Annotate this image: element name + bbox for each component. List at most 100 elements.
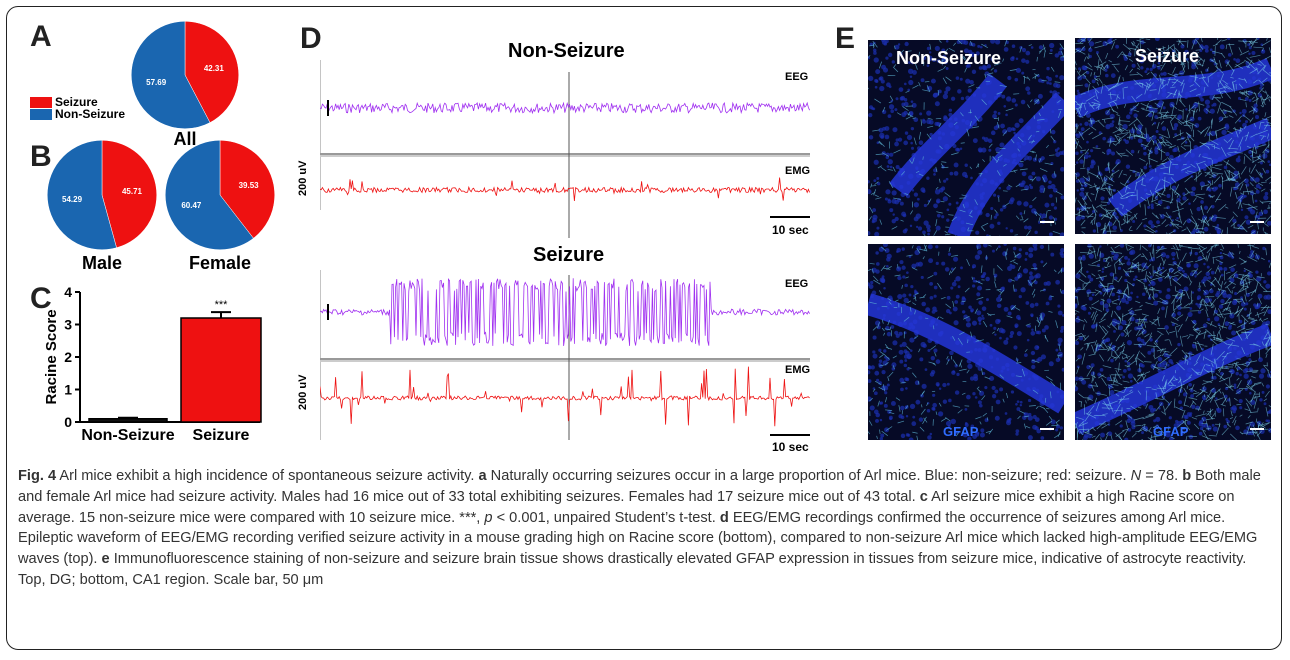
astrocyte-process bbox=[1209, 387, 1215, 392]
astrocyte-process bbox=[1114, 351, 1120, 359]
astrocyte-process bbox=[1176, 251, 1179, 260]
nucleus-dot bbox=[1166, 193, 1171, 198]
astrocyte-process bbox=[944, 192, 951, 198]
astrocyte-process bbox=[1137, 62, 1141, 68]
astrocyte-process bbox=[1231, 252, 1235, 255]
astrocyte-process bbox=[1245, 330, 1253, 339]
nucleus-dot bbox=[949, 350, 954, 356]
nucleus-dot bbox=[888, 104, 895, 110]
astrocyte-process bbox=[948, 247, 951, 252]
astrocyte-process bbox=[1075, 382, 1078, 388]
nucleus-dot bbox=[970, 52, 976, 58]
nucleus-dot bbox=[1266, 271, 1271, 276]
astrocyte-process bbox=[1225, 301, 1232, 311]
astrocyte-process bbox=[924, 317, 929, 320]
astrocyte-process bbox=[1185, 316, 1189, 322]
astrocyte-process bbox=[1207, 180, 1212, 185]
nucleus-dot bbox=[927, 232, 930, 236]
nucleus-dot bbox=[1075, 385, 1079, 392]
astrocyte-process bbox=[1177, 121, 1183, 125]
astrocyte-process bbox=[1264, 55, 1271, 60]
nucleus-dot bbox=[1258, 357, 1263, 363]
astrocyte-process bbox=[1223, 85, 1230, 90]
astrocyte-process bbox=[996, 327, 1000, 331]
astrocyte-process bbox=[1164, 381, 1167, 388]
nucleus-dot bbox=[1027, 91, 1031, 95]
nucleus-dot bbox=[981, 314, 984, 318]
nucleus-dot bbox=[1185, 108, 1188, 111]
caption-intro: Arl mice exhibit a high incidence of spo… bbox=[56, 468, 479, 484]
nucleus-dot bbox=[1112, 225, 1118, 231]
astrocyte-process bbox=[1161, 257, 1165, 264]
nucleus-dot bbox=[1265, 419, 1269, 423]
nucleus-dot bbox=[1106, 298, 1112, 304]
astrocyte-process bbox=[1091, 435, 1096, 438]
astrocyte-process bbox=[1215, 97, 1221, 103]
astrocyte-process bbox=[1253, 381, 1262, 385]
astrocyte-process bbox=[1134, 309, 1142, 311]
astrocyte-process bbox=[996, 265, 1003, 271]
astrocyte-process bbox=[1264, 96, 1271, 101]
astrocyte-process bbox=[1124, 184, 1128, 193]
astrocyte-process bbox=[1239, 431, 1243, 435]
astrocyte-process bbox=[1140, 38, 1146, 40]
astrocyte-process bbox=[1164, 386, 1173, 394]
nucleus-dot bbox=[975, 51, 980, 56]
nucleus-dot bbox=[901, 341, 907, 347]
nucleus-dot bbox=[1190, 394, 1194, 398]
astrocyte-process bbox=[1058, 343, 1061, 351]
astrocyte-process bbox=[1264, 112, 1267, 117]
nucleus-dot bbox=[919, 357, 924, 362]
astrocyte-process bbox=[1098, 374, 1104, 379]
astrocyte-process bbox=[1076, 267, 1083, 275]
astrocyte-process bbox=[1094, 433, 1100, 440]
astrocyte-process bbox=[1025, 323, 1031, 326]
nucleus-dot bbox=[887, 159, 893, 165]
astrocyte-process bbox=[1207, 413, 1214, 420]
nucleus-dot bbox=[1025, 50, 1031, 56]
nucleus-dot bbox=[933, 173, 936, 176]
nucleus-dot bbox=[909, 75, 913, 79]
astrocyte-process bbox=[1251, 106, 1258, 113]
nucleus-dot bbox=[1039, 184, 1045, 191]
nucleus-dot bbox=[889, 165, 893, 169]
nucleus-dot bbox=[1121, 320, 1127, 326]
nucleus-dot bbox=[926, 224, 931, 230]
astrocyte-process bbox=[1227, 344, 1240, 347]
nucleus-dot bbox=[1032, 424, 1038, 430]
astrocyte-process bbox=[1157, 112, 1170, 114]
astrocyte-process bbox=[1113, 380, 1123, 386]
astrocyte-process bbox=[1102, 151, 1106, 155]
nucleus-dot bbox=[1077, 354, 1083, 360]
astrocyte-process bbox=[901, 285, 903, 289]
nucleus-dot bbox=[997, 245, 1001, 249]
astrocyte-process bbox=[905, 90, 910, 93]
nucleus-dot bbox=[945, 86, 951, 92]
astrocyte-process bbox=[1265, 248, 1267, 256]
astrocyte-process bbox=[996, 151, 1000, 154]
nucleus-dot bbox=[1177, 311, 1182, 316]
astrocyte-process bbox=[1035, 211, 1041, 216]
astrocyte-process bbox=[1116, 114, 1120, 117]
astrocyte-process bbox=[1216, 291, 1225, 300]
astrocyte-process bbox=[1094, 45, 1105, 49]
eeg-trace-non-seizure bbox=[320, 101, 810, 115]
astrocyte-process bbox=[1014, 252, 1021, 258]
bar-y-tick-label: 1 bbox=[64, 382, 72, 398]
astrocyte-process bbox=[1135, 354, 1138, 366]
astrocyte-process bbox=[1184, 175, 1192, 183]
nucleus-dot bbox=[1097, 372, 1102, 377]
astrocyte-process bbox=[982, 159, 985, 163]
nucleus-dot bbox=[898, 167, 902, 171]
nucleus-dot bbox=[1006, 418, 1011, 423]
nucleus-dot bbox=[1169, 103, 1174, 108]
astrocyte-process bbox=[999, 374, 1004, 379]
nucleus-dot bbox=[1237, 223, 1241, 227]
nucleus-dot bbox=[894, 216, 899, 222]
nucleus-dot bbox=[1028, 247, 1034, 253]
time-label-bottom: 10 sec bbox=[772, 440, 809, 454]
nucleus-dot bbox=[1020, 287, 1026, 293]
astrocyte-process bbox=[959, 368, 967, 371]
astrocyte-process bbox=[988, 143, 993, 148]
nucleus-dot bbox=[898, 52, 903, 57]
